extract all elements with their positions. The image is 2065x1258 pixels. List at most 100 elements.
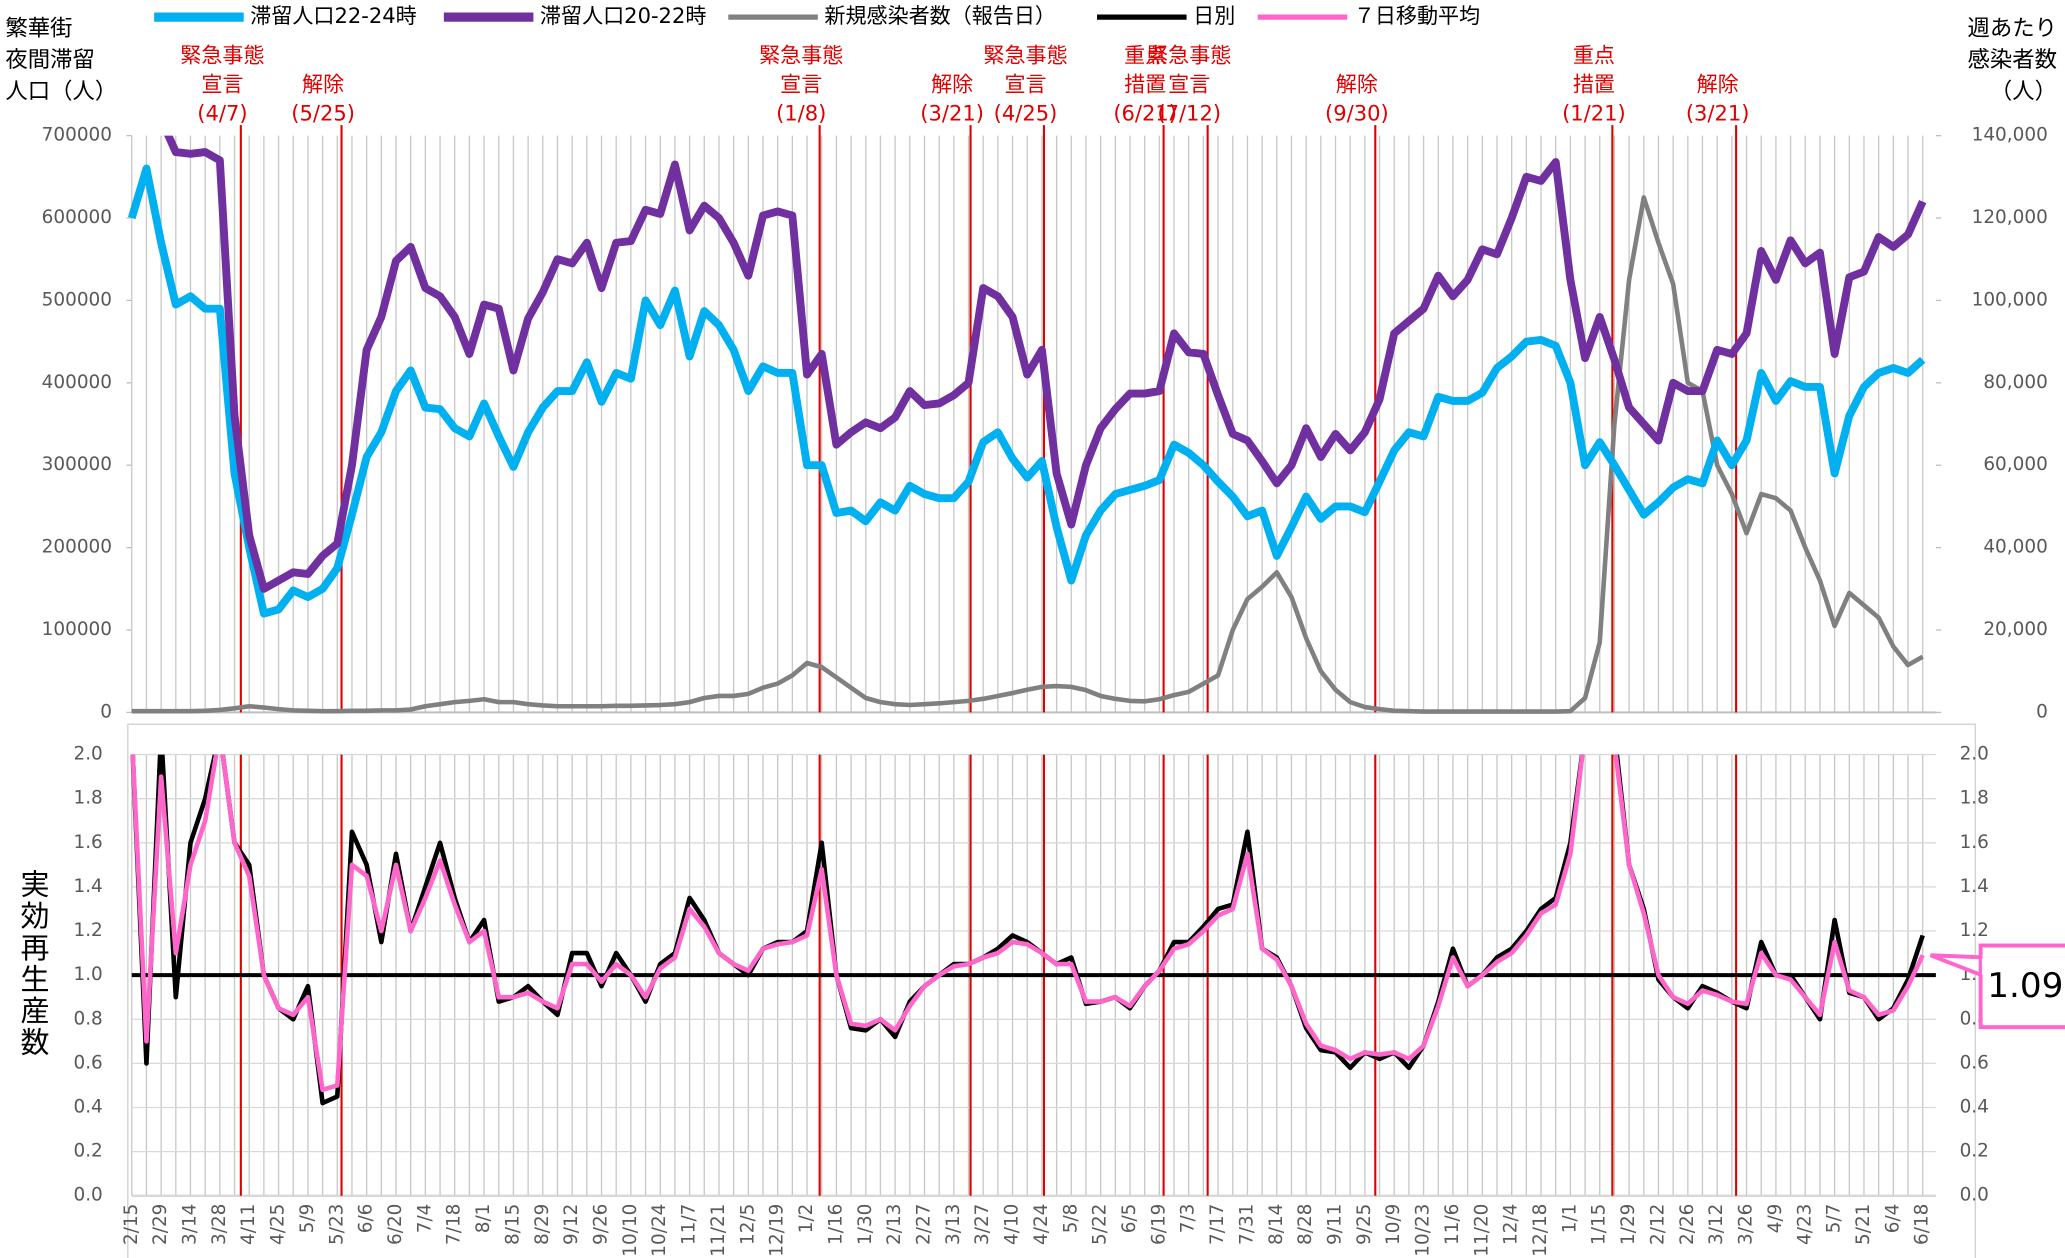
- y2-tick-label: 0.2: [1960, 1141, 1989, 1162]
- x-tick-label: 3/14: [179, 1204, 200, 1245]
- x-tick-label: 7/17: [1207, 1204, 1228, 1245]
- x-tick-label: 6/20: [385, 1204, 406, 1245]
- event-label: 宣言: [780, 72, 822, 97]
- event-label: 措置: [1124, 72, 1166, 97]
- x-tick-label: 7/4: [414, 1204, 435, 1234]
- x-tick-label: 8/28: [1295, 1204, 1316, 1245]
- x-tick-label: 3/26: [1736, 1204, 1757, 1245]
- y-axis-title: 繁華街: [5, 15, 72, 41]
- x-tick-label: 2/27: [913, 1204, 934, 1245]
- y2-axis-title: 感染者数: [1968, 47, 2058, 73]
- y-tick-label: 2.0: [73, 744, 102, 765]
- y-tick-label: 500000: [42, 289, 112, 310]
- x-tick-label: 2/26: [1677, 1204, 1698, 1245]
- event-date: (4/7): [197, 101, 247, 126]
- y2-tick-label: 0.4: [1960, 1096, 1989, 1117]
- y-tick-label: 400000: [42, 372, 112, 393]
- legend-label: 新規感染者数（報告日）: [824, 3, 1056, 28]
- x-tick-label: 3/12: [1706, 1204, 1727, 1245]
- x-tick-label: 2/15: [121, 1204, 142, 1245]
- event-label: 宣言: [201, 72, 243, 97]
- legend-label: 日別: [1193, 3, 1235, 28]
- event-label: 解除: [1697, 72, 1739, 97]
- event-date: (5/25): [291, 101, 355, 126]
- x-tick-label: 10/10: [620, 1204, 641, 1257]
- event-label: 緊急事態: [983, 43, 1067, 68]
- x-tick-label: 6/4: [1882, 1204, 1903, 1234]
- x-tick-label: 5/23: [326, 1204, 347, 1245]
- x-tick-label: 7/3: [1178, 1204, 1199, 1234]
- y2-tick-label: 40,000: [1983, 537, 2047, 558]
- x-tick-label: 6/19: [1148, 1204, 1169, 1245]
- y2-tick-label: 20,000: [1983, 619, 2047, 640]
- x-tick-label: 4/11: [238, 1204, 259, 1245]
- y2-axis-title: （人）: [1990, 79, 2057, 105]
- x-tick-label: 6/5: [1119, 1204, 1140, 1234]
- series-line: [127, 164, 1926, 618]
- event-label: 宣言: [1004, 72, 1046, 97]
- x-tick-label: 1/2: [796, 1204, 817, 1234]
- event-label: 解除: [1336, 72, 1378, 97]
- x-tick-label: 11/21: [708, 1204, 729, 1257]
- event-date: (3/21): [1686, 101, 1750, 126]
- y2-tick-label: 80,000: [1983, 372, 2047, 393]
- x-tick-label: 8/1: [473, 1204, 494, 1234]
- event-date: (1/8): [776, 101, 826, 126]
- event-label: 解除: [302, 72, 344, 97]
- y2-tick-label: 120,000: [1972, 207, 2048, 228]
- x-tick-label: 9/25: [1354, 1204, 1375, 1245]
- x-tick-label: 5/8: [1060, 1204, 1081, 1234]
- x-tick-label: 6/6: [356, 1204, 377, 1234]
- x-tick-label: 4/10: [1002, 1204, 1023, 1245]
- x-tick-label: 9/26: [591, 1204, 612, 1245]
- x-tick-label: 2/29: [150, 1204, 171, 1245]
- y2-tick-label: 0: [2036, 701, 2048, 722]
- y-tick-label: 1.8: [73, 788, 102, 809]
- event-label: 措置: [1573, 72, 1615, 97]
- series-line: [130, 754, 1925, 1093]
- event-date: (4/25): [994, 101, 1058, 126]
- x-tick-label: 2/12: [1647, 1204, 1668, 1245]
- x-tick-label: 11/20: [1471, 1204, 1492, 1257]
- x-tick-label: 4/25: [268, 1204, 289, 1245]
- x-tick-label: 6/18: [1912, 1204, 1933, 1245]
- callout-cover: [1981, 958, 1988, 975]
- y2-tick-label: 1.6: [1960, 832, 1989, 853]
- callout-pointer: [1929, 953, 1984, 978]
- event-date: (1/21): [1562, 101, 1626, 126]
- y-tick-label: 0.4: [73, 1096, 102, 1117]
- x-tick-label: 12/18: [1530, 1204, 1551, 1257]
- y-tick-label: 1.0: [73, 964, 102, 985]
- event-label: 解除: [931, 72, 973, 97]
- event-date: (6/21): [1113, 101, 1177, 126]
- event-label: 重点: [1573, 43, 1615, 68]
- y-tick-label: 0.6: [73, 1052, 102, 1073]
- event-label: 緊急事態: [1147, 43, 1231, 68]
- x-tick-label: 1/16: [825, 1204, 846, 1245]
- x-tick-label: 5/7: [1824, 1204, 1845, 1234]
- y-axis-title: 人口（人）: [5, 79, 117, 105]
- legend-label: 滞留人口22-24時: [250, 3, 416, 28]
- y-tick-label: 1.6: [73, 832, 102, 853]
- x-tick-label: 11/7: [679, 1204, 700, 1245]
- x-tick-label: 8/29: [532, 1204, 553, 1245]
- event-label: 宣言: [1168, 72, 1210, 97]
- legend-label: 滞留人口20-22時: [540, 3, 706, 28]
- x-tick-label: 3/13: [943, 1204, 964, 1245]
- y-tick-label: 1.2: [73, 920, 102, 941]
- x-tick-label: 4/9: [1765, 1204, 1786, 1234]
- x-tick-label: 10/9: [1383, 1204, 1404, 1245]
- x-tick-label: 10/24: [649, 1204, 670, 1257]
- x-tick-label: 4/23: [1794, 1204, 1815, 1245]
- x-tick-label: 5/21: [1853, 1204, 1874, 1245]
- y-tick-label: 0.0: [73, 1185, 102, 1206]
- y-tick-label: 100000: [42, 619, 112, 640]
- x-tick-label: 10/23: [1413, 1204, 1434, 1257]
- y-tick-label: 0.8: [73, 1008, 102, 1029]
- y-tick-label: 1.4: [73, 876, 102, 897]
- event-date: (9/30): [1325, 101, 1389, 126]
- y-tick-label: 700000: [42, 125, 112, 146]
- x-tick-label: 8/14: [1266, 1204, 1287, 1245]
